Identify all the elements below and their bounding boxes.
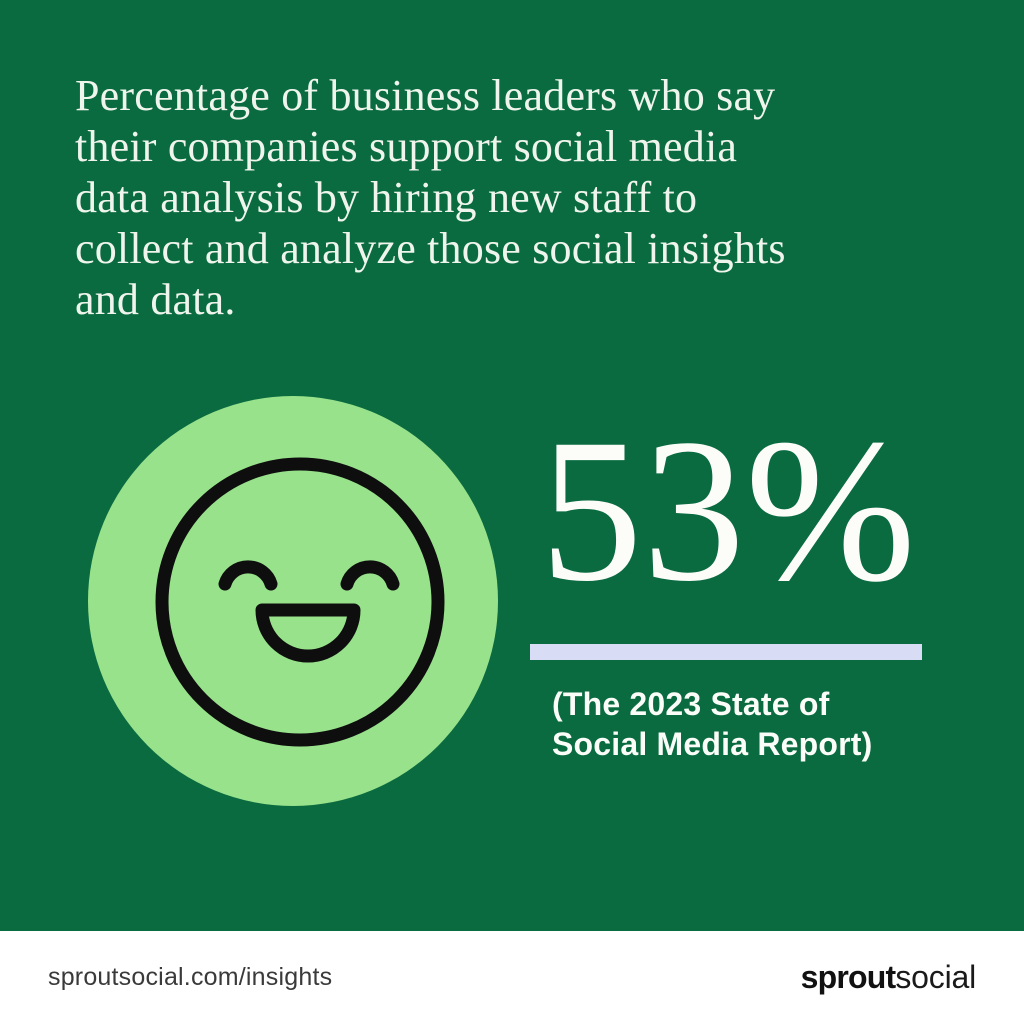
- stat-underline-bar: [530, 644, 922, 660]
- smiley-mouth: [255, 603, 361, 663]
- smiley-right-eye: [340, 560, 400, 591]
- headline-line-5: and data.: [75, 275, 236, 324]
- headline-line-3: data analysis by hiring new staff to: [75, 173, 698, 222]
- smiley-face-icon: [88, 396, 498, 806]
- sproutsocial-logo: sproutsocial: [800, 959, 977, 996]
- headline: Percentage of business leaders who say t…: [75, 70, 955, 325]
- smiley-left-eye: [218, 560, 278, 591]
- smiley-face-svg: [155, 457, 445, 747]
- headline-line-1: Percentage of business leaders who say: [75, 71, 776, 120]
- headline-line-4: collect and analyze those social insight…: [75, 224, 786, 273]
- headline-line-2: their companies support social media: [75, 122, 738, 171]
- stat-value: 53%: [540, 397, 916, 624]
- footer-url: sproutsocial.com/insights: [48, 963, 333, 991]
- logo-word-sprout: sprout: [800, 959, 897, 995]
- stat-source-line-1: (The 2023 State of: [552, 686, 830, 722]
- smiley-face-outline: [155, 457, 445, 747]
- footer-bar: sproutsocial.com/insights sproutsocial: [0, 931, 1024, 1024]
- stat-source-line-2: Social Media Report): [552, 726, 873, 762]
- stat-source: (The 2023 State of Social Media Report): [552, 684, 873, 764]
- logo-word-social: social: [895, 959, 976, 995]
